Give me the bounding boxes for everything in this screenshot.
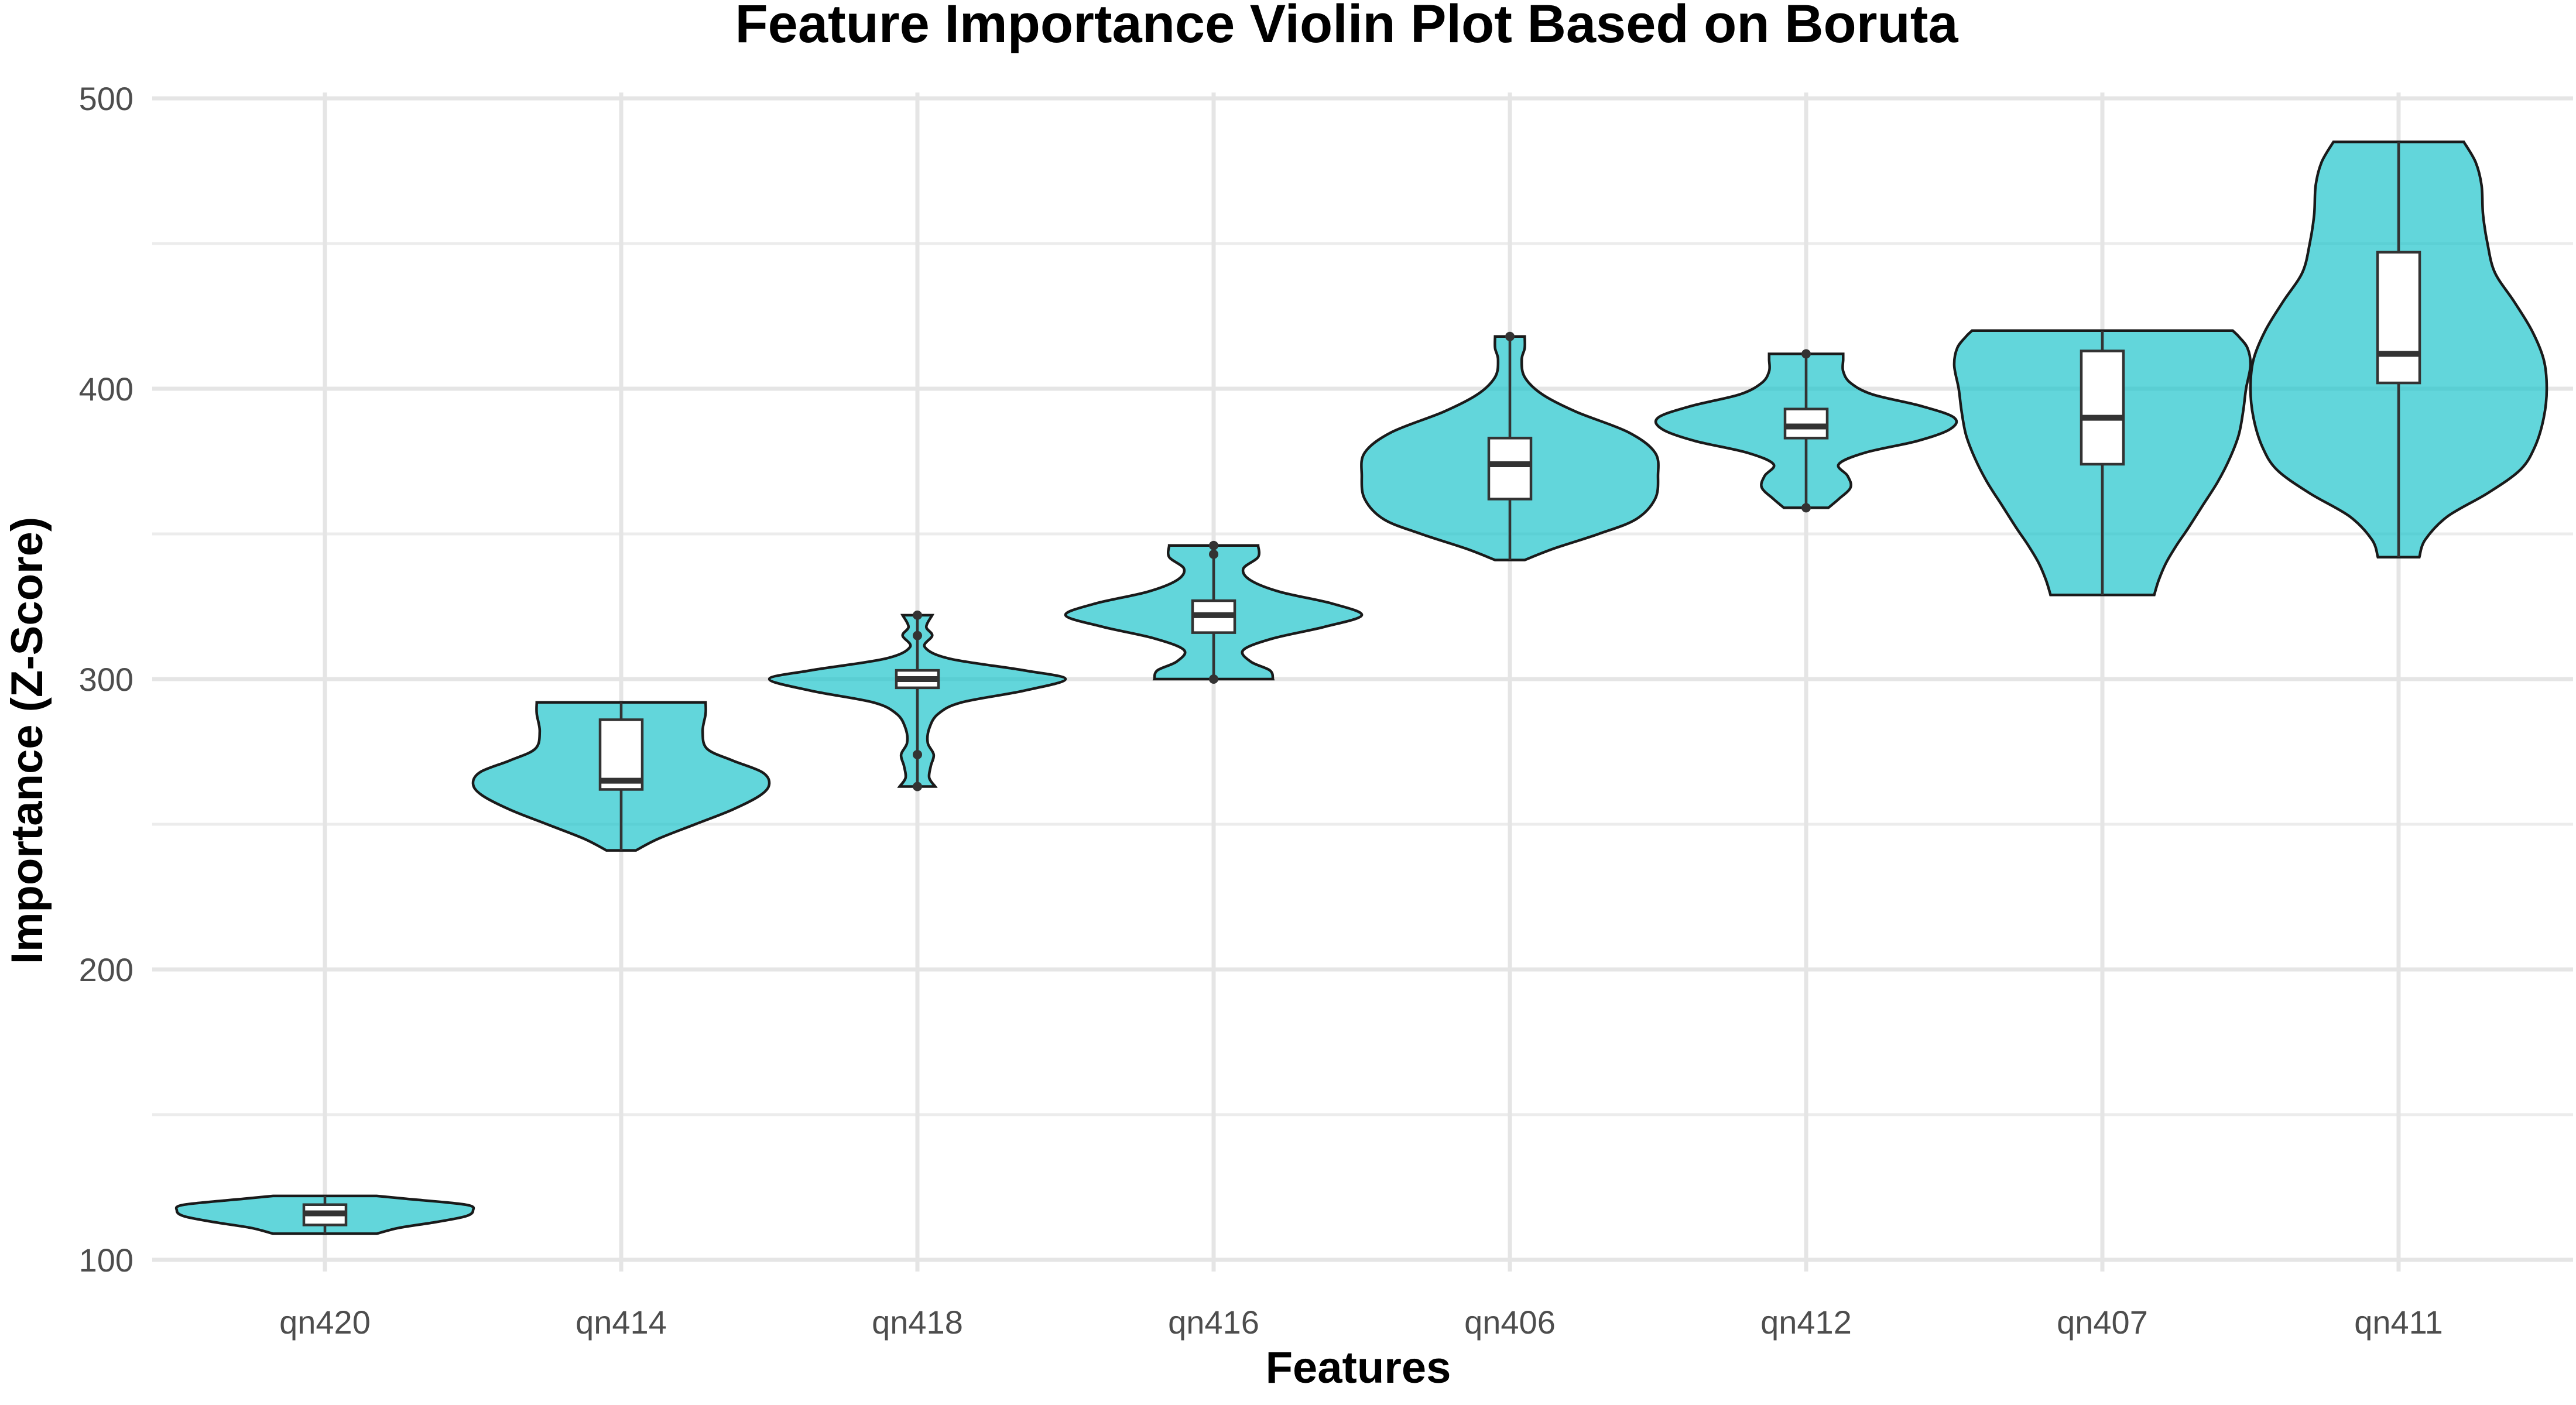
x-tick-label: qn420: [279, 1304, 371, 1341]
outlier-point: [1801, 503, 1811, 513]
violin-qn412: [1654, 349, 1958, 513]
x-tick-label: qn414: [576, 1304, 667, 1341]
outlier-point: [1209, 549, 1218, 559]
violin-qn414: [471, 701, 771, 852]
box: [2376, 251, 2421, 385]
outlier-point: [1505, 331, 1515, 341]
y-tick-label: 400: [79, 371, 133, 407]
y-axis-title: Importance (Z-Score): [2, 517, 52, 964]
outlier-point: [1801, 349, 1811, 359]
grid: [152, 92, 2573, 1272]
x-tick-label: qn406: [1464, 1304, 1556, 1341]
violin-qn407: [1952, 329, 2252, 597]
y-axis-ticks: 100 200 300 400 500: [79, 80, 133, 1279]
outlier-point: [913, 630, 922, 640]
y-tick-label: 100: [79, 1242, 133, 1279]
y-tick-label: 500: [79, 80, 133, 117]
violin-qn416: [1064, 540, 1364, 684]
outlier-point: [1209, 674, 1218, 684]
x-tick-label: qn407: [2057, 1304, 2148, 1341]
violins: [174, 140, 2548, 1235]
outlier-point: [913, 782, 922, 791]
box: [2080, 349, 2125, 466]
x-tick-label: qn411: [2354, 1304, 2443, 1341]
x-tick-label: qn412: [1760, 1304, 1852, 1341]
violin-qn418: [768, 610, 1067, 791]
x-axis-title: Features: [1266, 1343, 1451, 1393]
chart-title: Feature Importance Violin Plot Based on …: [735, 0, 1958, 54]
x-tick-label: qn418: [872, 1304, 963, 1341]
box: [1487, 437, 1533, 501]
outlier-point: [913, 749, 922, 759]
x-axis-ticks: qn420 qn414 qn418 qn416 qn406 qn412 qn407 qn411: [279, 1304, 2443, 1341]
violin-qn406: [1360, 331, 1660, 561]
violin-qn411: [2249, 140, 2548, 558]
y-tick-label: 200: [79, 951, 133, 988]
outlier-point: [1209, 540, 1218, 550]
x-tick-label: qn416: [1168, 1304, 1259, 1341]
outlier-point: [913, 610, 922, 620]
y-tick-label: 300: [79, 661, 133, 698]
violin-qn420: [174, 1194, 475, 1235]
